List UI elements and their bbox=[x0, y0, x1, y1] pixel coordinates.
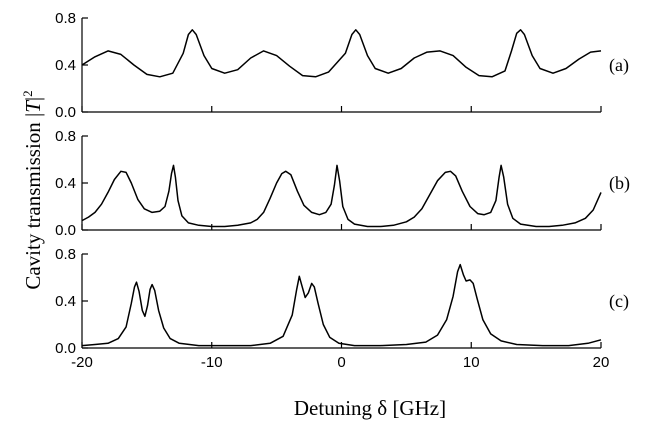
series-line bbox=[81, 164, 602, 228]
x-tick-label: -10 bbox=[201, 354, 223, 371]
y-tick-label: 0.0 bbox=[55, 104, 76, 121]
y-tick-label: 0.0 bbox=[55, 340, 76, 357]
panel-label: (b) bbox=[609, 173, 630, 194]
panel-2: 0.0 0.4 0.8 (b) bbox=[55, 128, 630, 239]
y-tick-label: 0.0 bbox=[55, 222, 76, 239]
panel-3: 0.0 0.4 0.8 -20 -10 0 10 20 (c) bbox=[55, 246, 629, 371]
y-axis-title: Cavity transmission |T|2 bbox=[20, 90, 45, 289]
series-line bbox=[81, 29, 602, 78]
y-axis-title-bar: | bbox=[21, 97, 45, 101]
y-tick-label: 0.4 bbox=[55, 175, 76, 192]
y-tick-label: 0.8 bbox=[55, 10, 76, 27]
panel-label: (a) bbox=[609, 55, 629, 76]
y-tick-label: 0.4 bbox=[55, 57, 76, 74]
y-axis-title-prefix: Cavity transmission | bbox=[21, 113, 45, 290]
y-tick-label: 0.8 bbox=[55, 246, 76, 263]
panel-1: 0.0 0.4 0.8 (a) bbox=[55, 10, 629, 121]
y-axis-title-symbol: T bbox=[21, 100, 45, 113]
x-tick-label: -20 bbox=[71, 354, 93, 371]
x-tick-label: 10 bbox=[463, 354, 480, 371]
series-line bbox=[81, 263, 602, 347]
x-tick-label: 0 bbox=[337, 354, 345, 371]
y-axis-title-exponent: 2 bbox=[20, 90, 35, 97]
x-axis-title: Detuning δ [GHz] bbox=[294, 396, 446, 420]
x-tick-label: 20 bbox=[593, 354, 610, 371]
y-tick-label: 0.4 bbox=[55, 293, 76, 310]
panel-label: (c) bbox=[609, 291, 629, 312]
panels-group: 0.00.40.8(a)0.00.40.8(b)0.00.40.8-20 -10 0… bbox=[55, 10, 630, 371]
y-tick-label: 0.8 bbox=[55, 128, 76, 145]
